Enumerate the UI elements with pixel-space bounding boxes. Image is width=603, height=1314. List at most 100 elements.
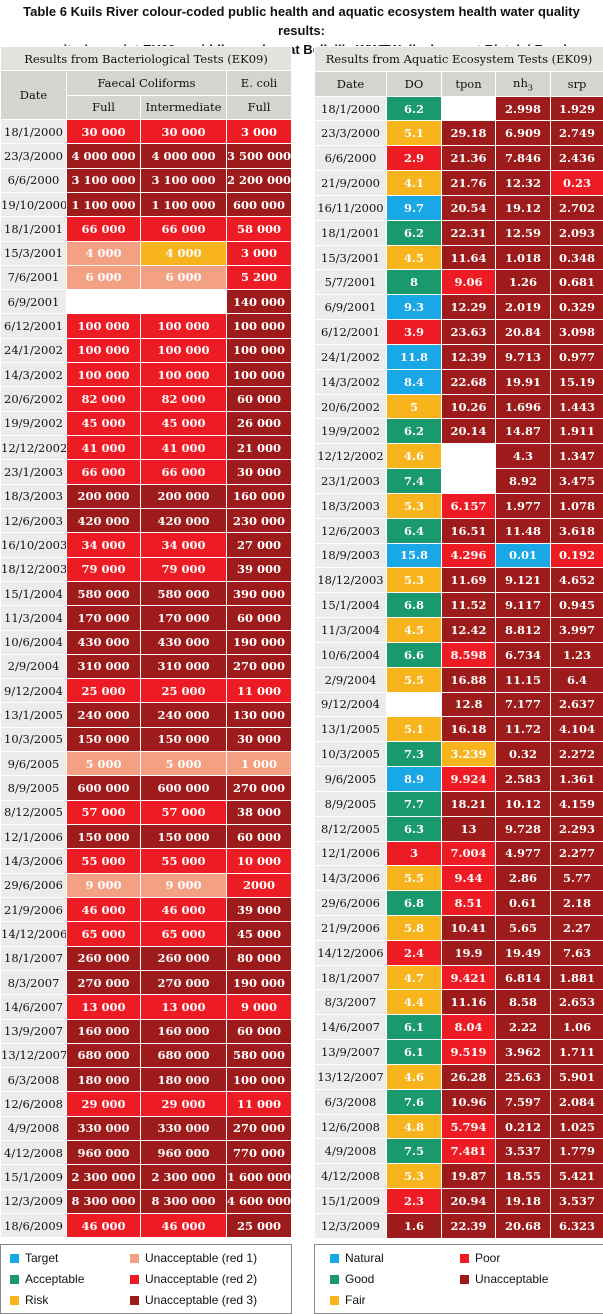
faecal-intermediate-cell: 25 000 [140, 678, 227, 704]
date-cell: 8/9/2005 [0, 775, 67, 801]
srp-cell: 3.997 [550, 617, 603, 643]
tpon-cell: 18.21 [441, 790, 496, 817]
faecal-full-cell: 4 000 000 [66, 143, 141, 169]
date-cell: 21/9/2006 [314, 914, 387, 941]
faecal-full-cell [66, 289, 141, 315]
table-row: 8/12/2005 57 000 57 000 38 000 [0, 799, 293, 826]
faecal-intermediate-cell: 46 000 [140, 1212, 227, 1239]
table-row: 6/12/2001 100 000 100 000 100 000 [0, 313, 293, 339]
date-cell: 6/12/2001 [314, 319, 387, 345]
table-row: 12/12/2002 41 000 41 000 21 000 [0, 434, 293, 461]
ecoli-full-cell: 100 000 [225, 337, 293, 364]
legend-item: Poor [460, 1251, 500, 1265]
do-cell: 5.5 [386, 666, 442, 693]
do-cell: 9.3 [386, 294, 442, 321]
srp-cell: 1.911 [550, 418, 603, 445]
table-row: 11/3/2004 170 000 170 000 60 000 [0, 605, 293, 631]
date-cell: 7/6/2001 [0, 264, 67, 291]
faecal-intermediate-cell: 6 000 [140, 264, 227, 291]
ecoli-full-cell: 9 000 [225, 994, 293, 1020]
tpon-cell: 8.51 [441, 890, 496, 916]
table-row: 23/3/2000 4 000 000 4 000 000 3 500 000 [0, 143, 293, 169]
aqua-table-body: 18/1/2000 6.2 2.998 1.929 23/3/2000 5.1 29.18 6… [314, 95, 603, 1239]
tpon-cell: 12.8 [441, 691, 496, 718]
table-row: 15/1/2009 2 300 000 2 300 000 1 600 000 [0, 1164, 293, 1190]
ecoli-full-cell: 60 000 [225, 1018, 293, 1044]
tpon-cell: 7.004 [441, 840, 496, 867]
srp-cell: 3.475 [550, 468, 603, 494]
date-cell: 4/12/2008 [314, 1163, 387, 1190]
nh3-cell: 8.92 [495, 468, 551, 494]
faecal-intermediate-cell: 79 000 [140, 556, 227, 582]
srp-cell: 2.749 [550, 120, 603, 147]
nh3-cell: 1.018 [495, 244, 551, 271]
tpon-cell: 21.36 [441, 145, 496, 172]
do-cell: 6.3 [386, 815, 442, 842]
date-cell: 9/12/2004 [0, 678, 67, 704]
date-cell: 18/3/2003 [314, 492, 387, 519]
faecal-full-cell: 57 000 [66, 799, 141, 826]
table-row: 14/3/2002 8.4 22.68 19.91 15.19 [314, 368, 603, 395]
nh3-cell: 19.12 [495, 194, 551, 221]
ecoli-full-cell: 30 000 [225, 726, 293, 753]
nh3-cell: 20.84 [495, 319, 551, 345]
srp-cell: 4.652 [550, 567, 603, 594]
do-cell: 5.5 [386, 865, 442, 892]
tpon-cell: 11.64 [441, 244, 496, 271]
date-cell: 20/6/2002 [0, 386, 67, 412]
tpon-cell: 9.924 [441, 766, 496, 792]
table-row: 12/6/2003 420 000 420 000 230 000 [0, 507, 293, 534]
tpon-cell: 16.88 [441, 666, 496, 693]
tpon-cell [441, 468, 496, 494]
date-cell: 15/1/2009 [0, 1164, 67, 1190]
date-cell: 12/1/2006 [314, 840, 387, 867]
date-cell: 4/9/2008 [314, 1138, 387, 1165]
faecal-full-cell: 5 000 [66, 751, 141, 777]
tpon-cell: 20.94 [441, 1188, 496, 1214]
do-cell: 9.7 [386, 194, 442, 221]
date-cell: 12/12/2002 [314, 443, 387, 470]
do-cell [386, 691, 442, 718]
date-cell: 23/3/2000 [0, 143, 67, 169]
table-row: 14/3/2006 5.5 9.44 2.86 5.77 [314, 865, 603, 892]
srp-cell: 1.23 [550, 641, 603, 668]
ecoli-full-cell: 100 000 [225, 1067, 293, 1093]
srp-cell: 2.27 [550, 914, 603, 941]
faecal-full-cell: 180 000 [66, 1067, 141, 1093]
table-row: 23/1/2003 66 000 66 000 30 000 [0, 459, 293, 485]
legend-item: Unacceptable (red 3) [130, 1293, 257, 1307]
faecal-coliforms-header: Faecal Coliforms [66, 70, 227, 96]
nh3-cell: 7.846 [495, 145, 551, 172]
ecoli-full-cell: 3 500 000 [225, 143, 293, 169]
legend-item: Unacceptable [460, 1272, 548, 1286]
srp-cell: 4.159 [550, 790, 603, 817]
tpon-cell: 29.18 [441, 120, 496, 147]
faecal-full-cell: 41 000 [66, 434, 141, 461]
date-cell: 12/6/2008 [314, 1113, 387, 1140]
faecal-full-cell: 29 000 [66, 1091, 141, 1117]
aqua-date-header: Date [314, 70, 387, 97]
ecoli-full-cell: 80 000 [225, 945, 293, 971]
table-row: 8/9/2005 600 000 600 000 270 000 [0, 775, 293, 801]
nh3-cell: 19.49 [495, 939, 551, 966]
ecoli-full-cell: 39 000 [225, 896, 293, 923]
do-cell: 4.7 [386, 964, 442, 991]
faecal-intermediate-cell: 3 100 000 [140, 167, 227, 193]
bact-caption: Results from Bacteriological Tests (EK09… [0, 45, 293, 72]
faecal-full-cell: 3 100 000 [66, 167, 141, 193]
date-cell: 15/3/2001 [314, 244, 387, 271]
table-row: 5/7/2001 8 9.06 1.26 0.681 [314, 269, 603, 296]
table-row: 12/6/2008 4.8 5.794 0.212 1.025 [314, 1113, 603, 1140]
date-cell: 21/9/2000 [314, 170, 387, 196]
table-row: 18/12/2003 5.3 11.69 9.121 4.652 [314, 567, 603, 594]
nh3-cell: 11.72 [495, 716, 551, 743]
do-cell: 8.4 [386, 368, 442, 395]
date-cell: 18/12/2003 [0, 556, 67, 582]
faecal-intermediate-cell: 150 000 [140, 823, 227, 850]
ecoli-full-cell: 39 000 [225, 556, 293, 582]
nh3-cell: 2.019 [495, 294, 551, 321]
tpon-cell: 22.31 [441, 219, 496, 246]
faecal-intermediate-cell: 13 000 [140, 994, 227, 1020]
nh3-cell: 2.86 [495, 865, 551, 892]
nh3-cell: 3.537 [495, 1138, 551, 1165]
